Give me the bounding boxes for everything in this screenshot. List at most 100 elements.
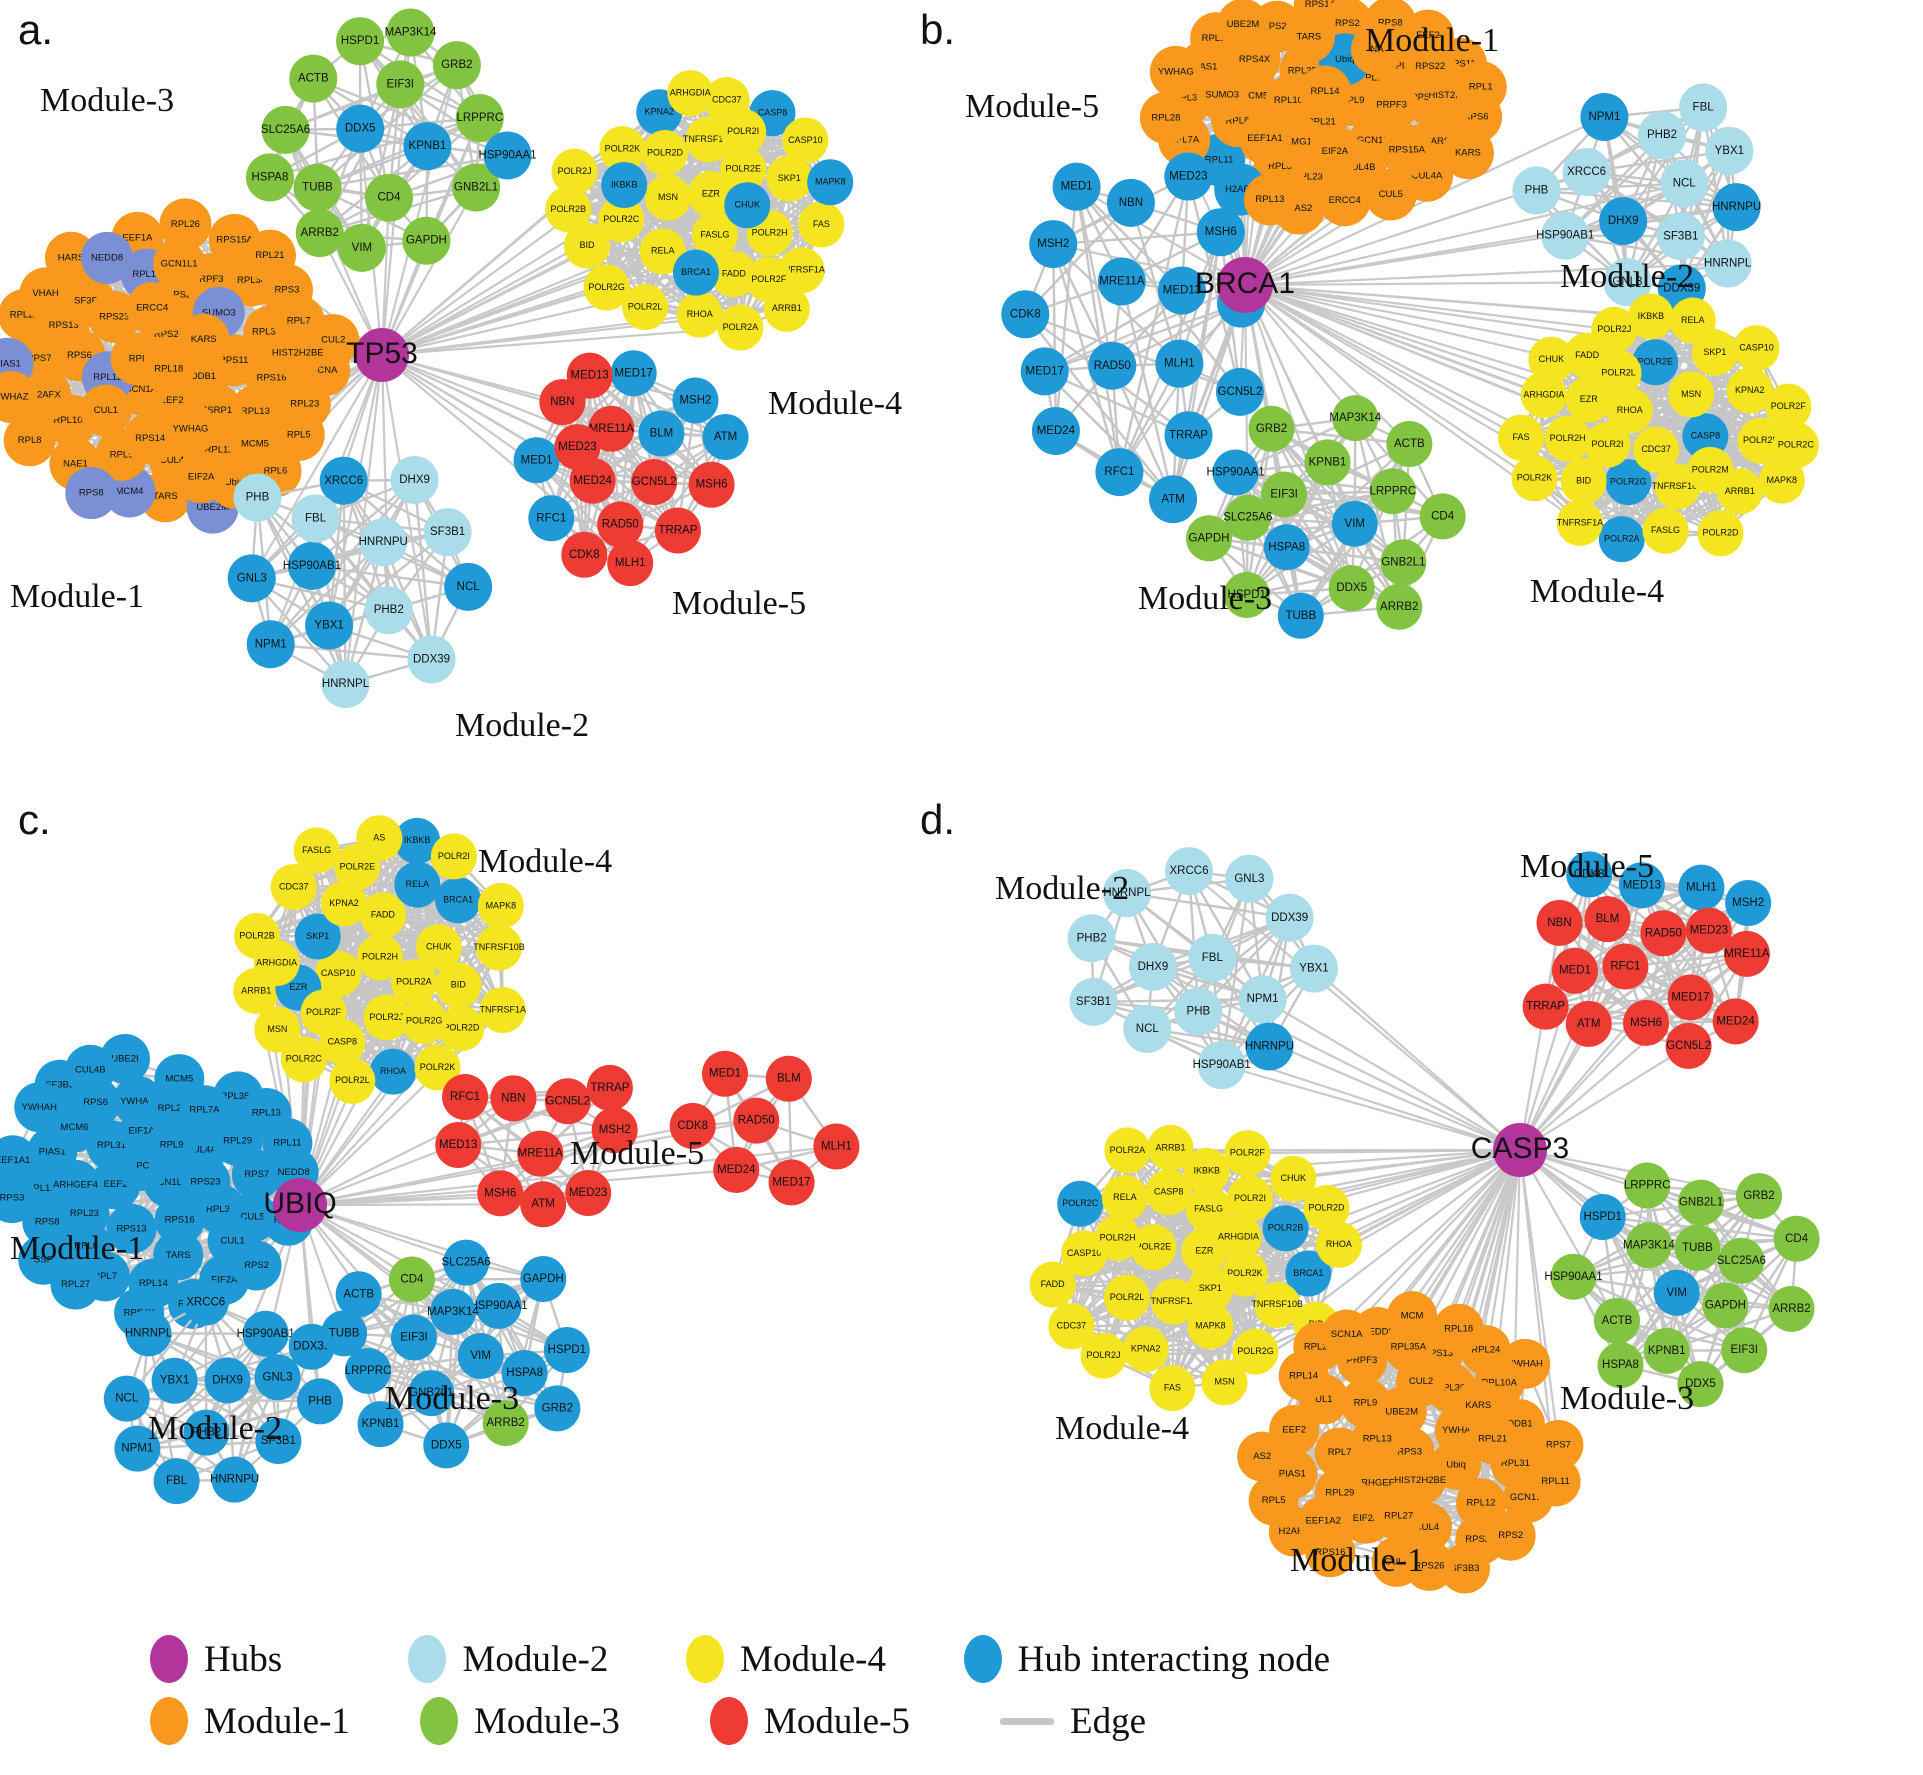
network-node[interactable]: RAD50 bbox=[1088, 341, 1137, 390]
network-node[interactable]: RPL14 bbox=[1299, 65, 1352, 118]
node-circle[interactable] bbox=[482, 1399, 529, 1446]
node-circle[interactable] bbox=[435, 877, 482, 924]
network-node[interactable]: HIST2H2BE bbox=[271, 326, 324, 379]
node-circle[interactable] bbox=[1376, 583, 1423, 630]
network-node[interactable]: CUL4B bbox=[65, 1044, 116, 1095]
node-circle[interactable] bbox=[1522, 983, 1569, 1030]
node-circle[interactable] bbox=[1350, 23, 1403, 76]
network-node[interactable]: POLR2I bbox=[1584, 421, 1631, 468]
network-node[interactable]: AS bbox=[356, 815, 403, 862]
node-circle[interactable] bbox=[691, 211, 738, 258]
network-node[interactable]: POLR2M bbox=[1687, 446, 1734, 493]
network-node[interactable]: CUL1 bbox=[79, 384, 132, 437]
node-circle[interactable] bbox=[1157, 266, 1206, 315]
node-circle[interactable] bbox=[782, 117, 829, 164]
network-node[interactable]: TRRAP bbox=[1522, 983, 1569, 1030]
network-node[interactable]: CD4 bbox=[364, 173, 413, 222]
node-circle[interactable] bbox=[1238, 112, 1291, 165]
node-circle[interactable] bbox=[1174, 987, 1223, 1036]
network-node[interactable]: POLR2D bbox=[641, 129, 688, 176]
node-circle[interactable] bbox=[1097, 257, 1146, 306]
network-node[interactable]: MED17 bbox=[768, 1159, 815, 1206]
network-node[interactable]: HSPD1 bbox=[336, 17, 385, 66]
node-circle[interactable] bbox=[1001, 290, 1050, 339]
node-circle[interactable] bbox=[1536, 899, 1583, 946]
node-circle[interactable] bbox=[561, 531, 608, 578]
network-node[interactable]: FBL bbox=[1679, 83, 1728, 132]
node-circle[interactable] bbox=[688, 461, 735, 508]
network-node[interactable]: MRE11A bbox=[1097, 257, 1146, 306]
node-circle[interactable] bbox=[1102, 869, 1151, 918]
node-circle[interactable] bbox=[305, 601, 354, 650]
node-circle[interactable] bbox=[0, 371, 38, 424]
node-circle[interactable] bbox=[59, 1188, 110, 1239]
node-circle[interactable] bbox=[207, 1215, 258, 1266]
node-circle[interactable] bbox=[369, 1048, 416, 1095]
node-circle[interactable] bbox=[1665, 1022, 1712, 1069]
node-circle[interactable] bbox=[390, 1314, 437, 1361]
node-circle[interactable] bbox=[261, 105, 310, 154]
node-circle[interactable] bbox=[1725, 880, 1772, 927]
node-circle[interactable] bbox=[435, 1122, 482, 1169]
network-node[interactable]: DDX5 bbox=[336, 104, 385, 153]
network-node[interactable]: SF3B1 bbox=[1069, 977, 1118, 1026]
node-circle[interactable] bbox=[1282, 10, 1335, 63]
node-circle[interactable] bbox=[1541, 211, 1590, 260]
node-circle[interactable] bbox=[211, 1456, 258, 1503]
network-node[interactable]: MSN bbox=[1668, 371, 1715, 418]
node-circle[interactable] bbox=[337, 223, 386, 272]
node-circle[interactable] bbox=[1299, 65, 1352, 118]
node-circle[interactable] bbox=[644, 174, 691, 221]
node-circle[interactable] bbox=[359, 518, 408, 567]
node-circle[interactable] bbox=[1623, 999, 1670, 1046]
node-circle[interactable] bbox=[565, 1170, 612, 1217]
network-node[interactable]: NCL bbox=[444, 562, 493, 611]
network-node[interactable]: ATM bbox=[1149, 475, 1198, 524]
node-circle[interactable] bbox=[1669, 297, 1716, 344]
node-circle[interactable] bbox=[720, 108, 767, 155]
network-node[interactable]: GNB2L1 bbox=[1380, 539, 1427, 586]
network-node[interactable]: RPL21 bbox=[243, 229, 296, 282]
network-node[interactable]: RFC1 bbox=[528, 495, 575, 542]
node-circle[interactable] bbox=[631, 459, 678, 506]
hub-circle[interactable] bbox=[273, 1178, 327, 1232]
node-circle[interactable] bbox=[685, 116, 732, 163]
network-node[interactable]: MSH6 bbox=[1623, 999, 1670, 1046]
network-node[interactable]: BRCA1 bbox=[672, 249, 719, 296]
node-circle[interactable] bbox=[402, 216, 451, 265]
network-node[interactable]: GAPDH bbox=[402, 216, 451, 265]
node-circle[interactable] bbox=[153, 1458, 200, 1505]
node-circle[interactable] bbox=[1520, 371, 1567, 418]
node-circle[interactable] bbox=[1031, 406, 1080, 455]
node-circle[interactable] bbox=[1197, 1041, 1246, 1090]
node-circle[interactable] bbox=[1123, 1004, 1172, 1053]
node-circle[interactable] bbox=[1139, 91, 1192, 144]
network-node[interactable]: MLH1 bbox=[813, 1123, 860, 1170]
node-circle[interactable] bbox=[490, 1075, 537, 1122]
node-circle[interactable] bbox=[1627, 293, 1674, 340]
network-node[interactable]: ACTB bbox=[335, 1271, 382, 1318]
network-node[interactable]: TRRAP bbox=[1164, 411, 1213, 460]
node-circle[interactable] bbox=[702, 413, 749, 460]
network-node[interactable]: MED24 bbox=[1712, 998, 1759, 1045]
node-circle[interactable] bbox=[1544, 415, 1591, 462]
network-node[interactable]: NEDD8 bbox=[81, 231, 134, 284]
network-node[interactable]: GCN5L2 bbox=[1215, 367, 1264, 416]
network-node[interactable]: HSP90AB1 bbox=[237, 1310, 295, 1357]
node-circle[interactable] bbox=[146, 1120, 197, 1171]
node-circle[interactable] bbox=[321, 1310, 368, 1357]
network-node[interactable]: TUBB bbox=[1277, 592, 1324, 639]
network-node[interactable]: CD4 bbox=[1419, 493, 1466, 540]
node-circle[interactable] bbox=[153, 238, 206, 291]
node-circle[interactable] bbox=[1308, 125, 1361, 178]
node-circle[interactable] bbox=[1551, 947, 1598, 994]
network-node[interactable]: MAPK8 bbox=[807, 159, 854, 206]
node-circle[interactable] bbox=[254, 1354, 301, 1401]
node-circle[interactable] bbox=[1679, 83, 1728, 132]
network-node[interactable]: RPL29 bbox=[212, 1116, 263, 1167]
node-circle[interactable] bbox=[444, 562, 493, 611]
node-circle[interactable] bbox=[442, 1073, 489, 1120]
network-node[interactable]: MSH6 bbox=[688, 461, 735, 508]
node-circle[interactable] bbox=[1758, 457, 1805, 504]
node-circle[interactable] bbox=[356, 934, 403, 981]
